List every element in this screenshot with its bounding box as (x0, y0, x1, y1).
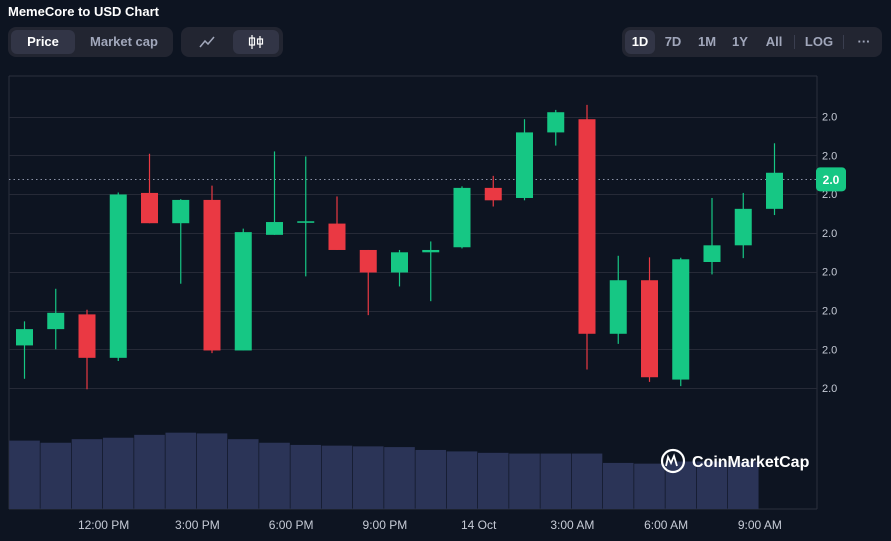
range-selector: 1D 7D 1M 1Y All LOG ··· (622, 27, 882, 57)
line-chart-button[interactable] (184, 30, 230, 54)
candle-body (766, 172, 783, 209)
x-tick-label: 6:00 AM (644, 518, 688, 532)
market-cap-tab[interactable]: Market cap (90, 34, 158, 49)
volume-bar (415, 449, 447, 509)
x-tick-label: 9:00 AM (738, 518, 782, 532)
volume-bar (727, 461, 759, 509)
x-tick-label: 9:00 PM (363, 518, 408, 532)
log-scale-button[interactable]: LOG (804, 34, 834, 49)
range-divider (794, 35, 795, 49)
candle-body (516, 132, 533, 198)
candle-body (422, 249, 440, 253)
candle-body (16, 329, 33, 346)
line-chart-icon (199, 36, 215, 48)
volume-bar (509, 453, 540, 509)
volume-bar (71, 439, 103, 509)
range-1y-button[interactable]: 1Y (732, 34, 748, 49)
volume-bar (40, 442, 72, 509)
coinmarketcap-logo-icon (660, 448, 686, 474)
current-price-badge (816, 167, 846, 192)
x-tick-label: 3:00 PM (175, 518, 220, 532)
candle-body (453, 187, 471, 248)
coinmarketcap-logo-mark (665, 453, 678, 467)
y-tick-label: 2.0 (822, 189, 837, 201)
chart-mode-toggle (181, 27, 283, 57)
x-tick-label: 6:00 PM (269, 518, 314, 532)
volume-bar (290, 444, 322, 509)
range-1m-button[interactable]: 1M (697, 34, 717, 49)
candlestick-icon (248, 35, 264, 49)
volume-bar (696, 461, 728, 509)
candle-body (359, 249, 377, 273)
candle-body (703, 245, 721, 262)
y-tick-label: 2.0 (822, 383, 837, 395)
candle-body (266, 222, 283, 235)
candle-body (641, 280, 658, 378)
price-tab[interactable]: Price (11, 30, 75, 54)
candle-body (578, 119, 596, 334)
x-tick-label: 3:00 AM (550, 518, 594, 532)
coinmarketcap-wordmark: CoinMarketCap (692, 454, 810, 471)
volume-bar (321, 445, 353, 509)
volume-bar (477, 452, 509, 509)
volume-bar (259, 442, 290, 509)
y-tick-label: 2.0 (822, 112, 837, 124)
range-1d-button[interactable]: 1D (625, 30, 655, 54)
candle-body (484, 187, 502, 201)
volume-bar (102, 437, 134, 509)
volume-bar (134, 434, 165, 509)
volume-bar (227, 439, 259, 509)
candle-body (328, 223, 346, 250)
current-price-label: 2.0 (823, 173, 840, 187)
y-tick-label: 2.0 (822, 306, 837, 318)
candlestick-button[interactable] (233, 30, 279, 54)
volume-bar (196, 433, 228, 509)
range-all-button[interactable]: All (765, 34, 783, 49)
metric-toggle: Price Market cap (8, 27, 173, 57)
more-options-button[interactable]: ··· (857, 34, 871, 49)
candle-body (109, 194, 127, 358)
x-tick-label: 14 Oct (461, 518, 497, 532)
candle-body (547, 112, 565, 133)
candle-body (141, 192, 158, 224)
volume-bar (384, 447, 415, 509)
chart-title: MemeCore to USD Chart (8, 4, 159, 19)
candle-body (391, 252, 408, 273)
candle-body (78, 314, 96, 358)
volume-bar (540, 453, 572, 509)
volume-bar (165, 432, 197, 509)
candle-body (297, 221, 315, 223)
y-tick-label: 2.0 (822, 344, 837, 356)
y-tick-label: 2.0 (822, 150, 837, 162)
y-tick-label: 2.0 (822, 228, 837, 240)
candle-body (47, 312, 65, 330)
candle-body (609, 280, 627, 334)
coinmarketcap-watermark: CoinMarketCap (660, 448, 810, 474)
volume-bar (446, 451, 478, 509)
volume-bar (634, 463, 665, 509)
volume-bar (602, 462, 634, 509)
x-tick-label: 12:00 PM (78, 518, 129, 532)
candle-body (234, 232, 252, 351)
candle-body (203, 199, 221, 351)
volume-bar (352, 446, 384, 509)
more-divider (843, 35, 844, 49)
range-7d-button[interactable]: 7D (664, 34, 682, 49)
volume-bar (9, 440, 40, 509)
candle-body (672, 259, 690, 380)
candle-body (734, 208, 752, 246)
y-tick-label: 2.0 (822, 267, 837, 279)
candle-body (172, 199, 190, 224)
volume-bar (571, 453, 603, 509)
